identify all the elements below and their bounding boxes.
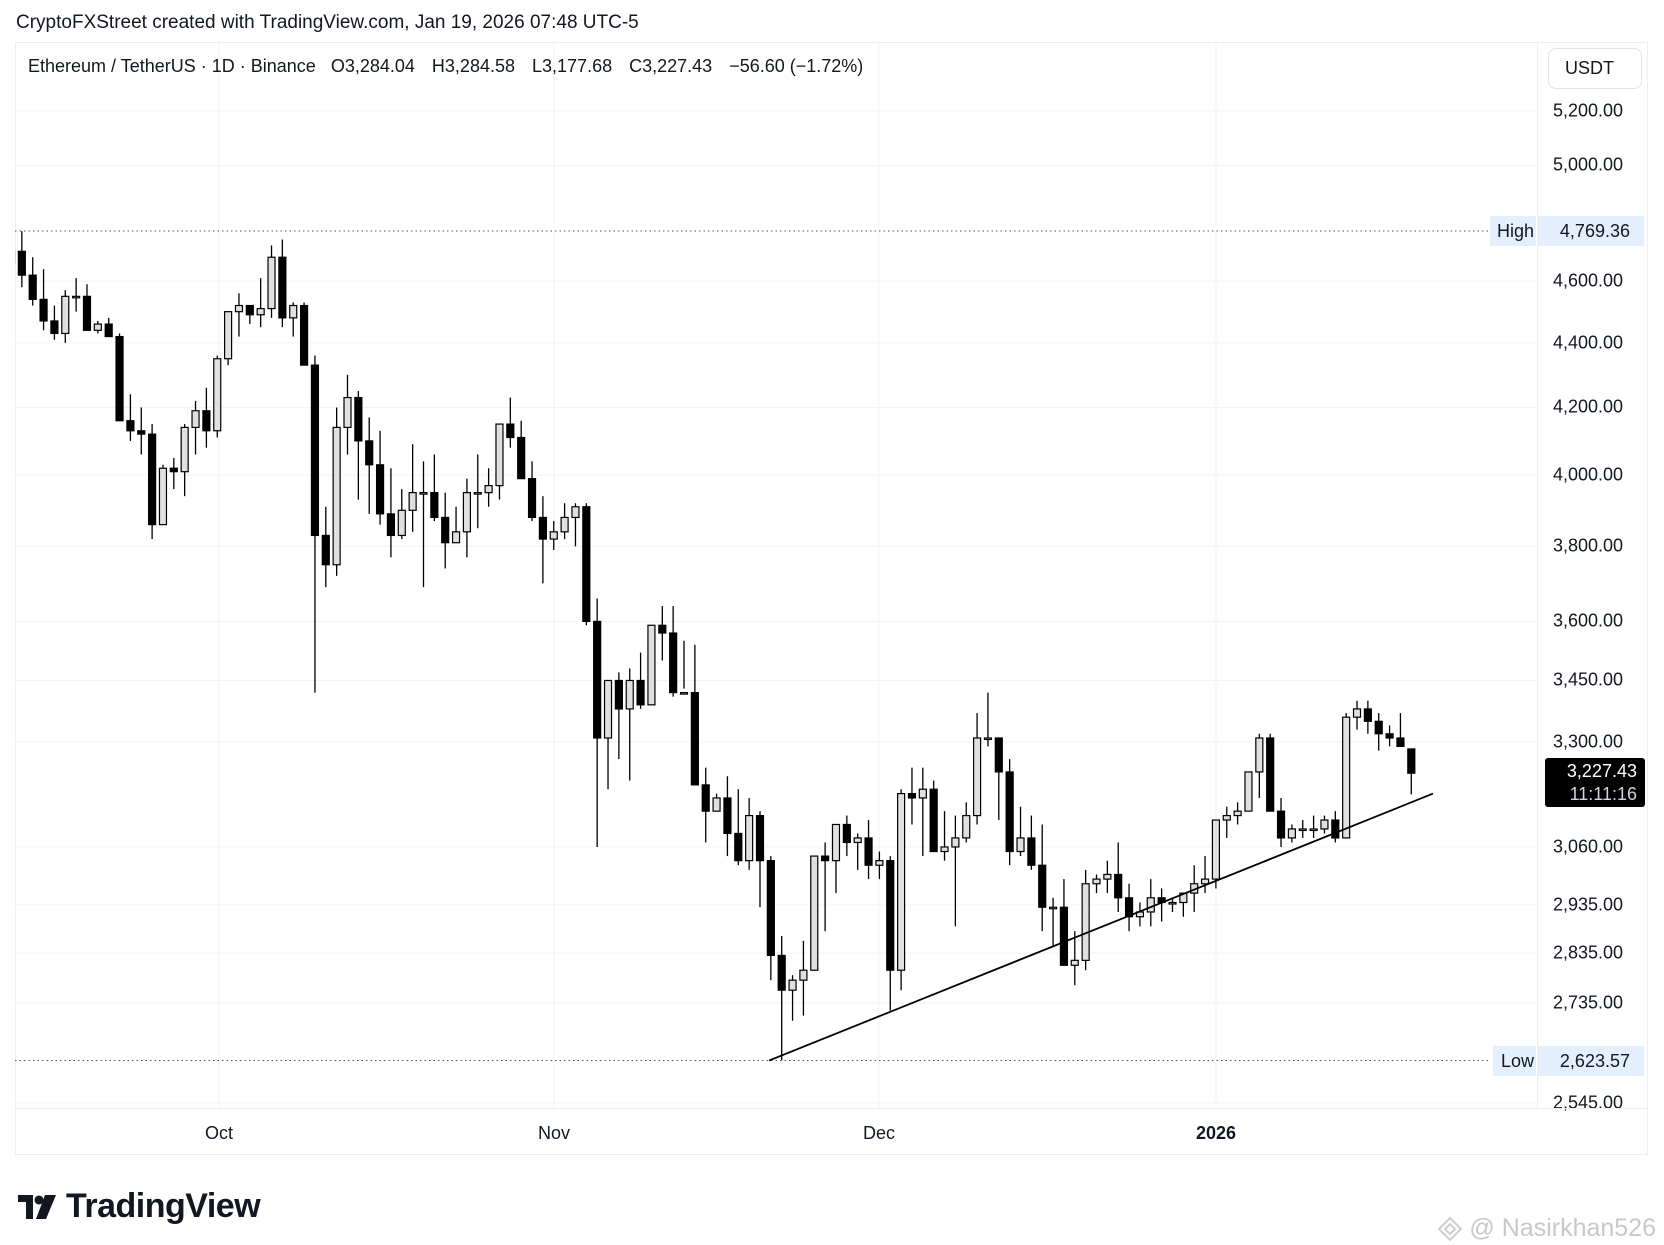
time-axis[interactable]: Oct Nov Dec 2026 [15,1108,1648,1155]
price-tick-label: 3,300.00 [1553,731,1624,752]
candlestick-chart[interactable] [15,42,1537,1108]
tradingview-logo-text: TradingView [66,1187,261,1225]
price-tick-label: 5,000.00 [1553,154,1624,175]
bar-countdown: 11:11:16 [1569,784,1637,804]
price-axis[interactable] [1537,42,1648,1108]
chart-credit: CryptoFXStreet created with TradingView.… [16,12,639,33]
price-tick-label: 4,600.00 [1553,270,1624,291]
time-label: 2026 [1195,1123,1237,1143]
time-label: Oct [204,1123,234,1143]
tradingview-logo-icon [18,1194,56,1219]
last-price-tag: 3,227.43 11:11:16 [1545,758,1645,807]
price-tick-label: 4,400.00 [1553,332,1624,353]
price-tick-label: 5,200.00 [1553,100,1624,121]
ohlc-low: L3,177.68 [532,56,613,76]
author-watermark: @ Nasirkhan526 [1437,1214,1656,1243]
price-tick-label: 2,545.00 [1553,1092,1624,1113]
ohlc-close: C3,227.43 [629,56,713,76]
last-price: 3,227.43 [1566,761,1637,781]
price-tick-label: 2,935.00 [1553,894,1624,915]
price-tick-label: 3,800.00 [1553,535,1624,556]
price-tick-label: 3,060.00 [1553,836,1624,857]
symbol-legend: Ethereum / TetherUS · 1D · Binance O3,28… [28,56,875,77]
price-tick-label: 4,200.00 [1553,396,1624,417]
ohlc-high: H3,284.58 [431,56,515,76]
watermark-text: @ Nasirkhan526 [1469,1214,1656,1242]
high-value: 4,769.36 [1538,216,1644,246]
price-tick-label: 2,835.00 [1553,942,1624,963]
ohlc-change: −56.60 (−1.72%) [729,56,864,76]
ohlc-open: O3,284.04 [330,56,415,76]
currency-unit-button[interactable]: USDT [1548,48,1642,89]
price-tick-label: 3,600.00 [1553,610,1624,631]
low-value: 2,623.57 [1538,1046,1644,1076]
time-label: Dec [862,1123,896,1143]
chart-plot-area[interactable] [15,42,1537,1108]
tradingview-logo[interactable]: TradingView [18,1187,261,1226]
symbol-title[interactable]: Ethereum / TetherUS · 1D · Binance [28,56,316,76]
price-tick-label: 4,000.00 [1553,464,1624,485]
binance-diamond-icon [1437,1216,1463,1241]
high-label: High [1490,216,1536,246]
chart-frame [15,42,1648,1155]
price-tick-label: 3,450.00 [1553,669,1624,690]
low-label: Low [1493,1046,1536,1076]
time-label: Nov [537,1123,571,1143]
price-tick-label: 2,735.00 [1553,992,1624,1013]
